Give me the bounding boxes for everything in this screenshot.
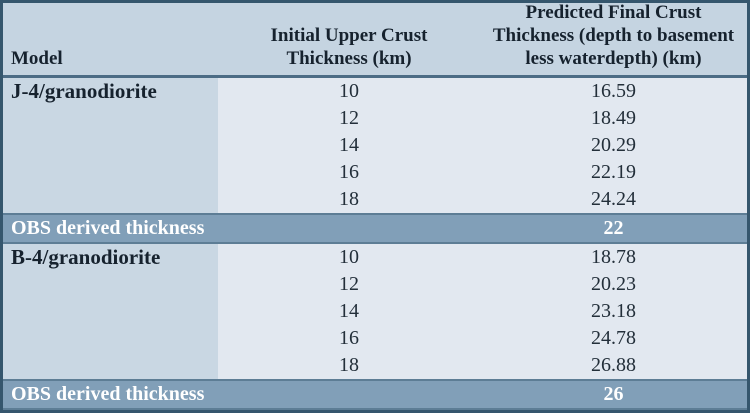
initial-thickness-value: 12 xyxy=(218,271,480,298)
column-header-predicted-thickness: Predicted Final Crust Thickness (depth t… xyxy=(492,2,735,69)
initial-thickness-value: 12 xyxy=(218,105,480,132)
column-header-model: Model xyxy=(11,48,63,69)
initial-thickness-value: 18 xyxy=(218,352,480,379)
model-name-empty xyxy=(3,352,218,379)
obs-derived-thickness-value: 26 xyxy=(603,383,624,405)
obs-derived-thickness-label: OBS derived thickness xyxy=(11,383,205,405)
predicted-thickness-value: 16.59 xyxy=(480,78,747,105)
predicted-thickness-value: 22.19 xyxy=(480,159,747,186)
table-row: 16 22.19 xyxy=(3,159,747,186)
model-name-empty xyxy=(3,325,218,352)
predicted-thickness-value: 18.78 xyxy=(480,244,747,271)
initial-thickness-value: 10 xyxy=(218,244,480,271)
table-row: J-4/granodiorite 10 16.59 xyxy=(3,78,747,105)
predicted-thickness-value: 26.88 xyxy=(480,352,747,379)
predicted-thickness-value: 20.29 xyxy=(480,132,747,159)
model-name-empty xyxy=(3,132,218,159)
model-name: B-4/granodiorite xyxy=(3,244,218,271)
table-row: 14 20.29 xyxy=(3,132,747,159)
obs-derived-thickness-label: OBS derived thickness xyxy=(11,217,205,239)
model-name-empty xyxy=(3,159,218,186)
predicted-thickness-value: 23.18 xyxy=(480,298,747,325)
table-row: 18 24.24 xyxy=(3,186,747,213)
column-header-initial-thickness: Initial Upper Crust Thickness (km) xyxy=(270,25,428,69)
table-row: B-4/granodiorite 10 18.78 xyxy=(3,244,747,271)
model-name-empty xyxy=(3,271,218,298)
predicted-thickness-value: 24.24 xyxy=(480,186,747,213)
model-name: J-4/granodiorite xyxy=(3,78,218,105)
obs-derived-thickness-row: OBS derived thickness 22 xyxy=(3,213,747,244)
model-name-empty xyxy=(3,298,218,325)
predicted-thickness-value: 24.78 xyxy=(480,325,747,352)
initial-thickness-value: 16 xyxy=(218,325,480,352)
model-name-empty xyxy=(3,186,218,213)
model-name-empty xyxy=(3,105,218,132)
initial-thickness-value: 16 xyxy=(218,159,480,186)
table-row: 12 18.49 xyxy=(3,105,747,132)
initial-thickness-value: 10 xyxy=(218,78,480,105)
table-row: 18 26.88 xyxy=(3,352,747,379)
initial-thickness-value: 14 xyxy=(218,298,480,325)
initial-thickness-value: 14 xyxy=(218,132,480,159)
obs-derived-thickness-value: 22 xyxy=(603,217,624,239)
predicted-thickness-value: 18.49 xyxy=(480,105,747,132)
predicted-thickness-value: 20.23 xyxy=(480,271,747,298)
table-row: 12 20.23 xyxy=(3,271,747,298)
initial-thickness-value: 18 xyxy=(218,186,480,213)
table-row: 16 24.78 xyxy=(3,325,747,352)
table-header-row: Model Initial Upper Crust Thickness (km)… xyxy=(3,3,747,78)
obs-derived-thickness-row: OBS derived thickness 26 xyxy=(3,379,747,410)
table-row: 14 23.18 xyxy=(3,298,747,325)
